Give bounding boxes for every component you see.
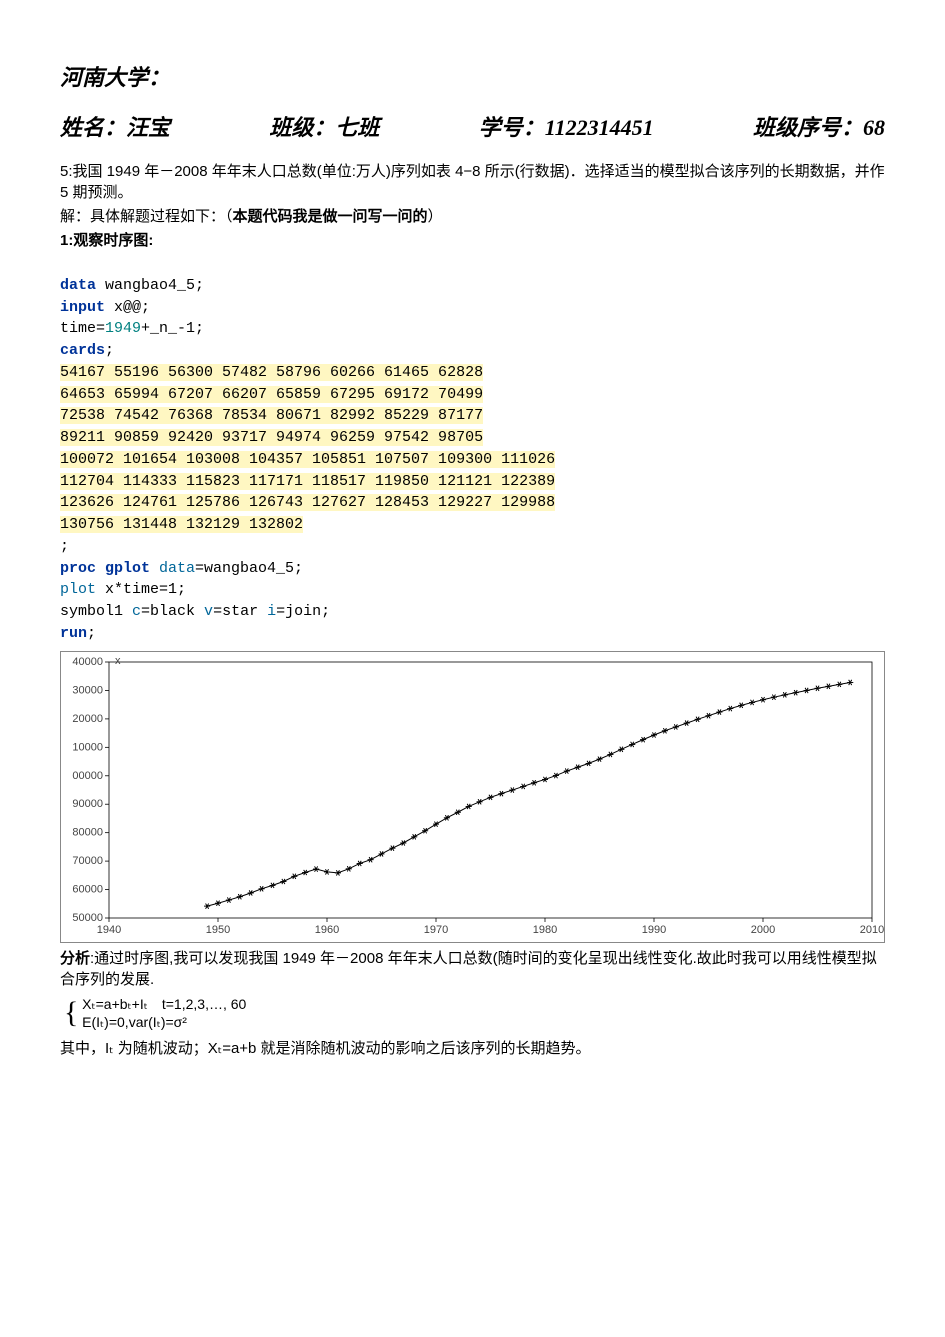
code-text: =star xyxy=(213,603,267,620)
solution-close: ） xyxy=(428,208,443,225)
step1-heading: 1:观察时序图: xyxy=(60,229,885,250)
svg-text:30000: 30000 xyxy=(72,684,103,696)
data-row: 89211 90859 92420 93717 94974 96259 9754… xyxy=(60,429,483,446)
code-text: symbol1 xyxy=(60,603,132,620)
model-line1: Xₜ=a+bₜ+Iₜ t=1,2,3,…, 60 xyxy=(82,996,246,1012)
data-row: 100072 101654 103008 104357 105851 10750… xyxy=(60,451,555,468)
seq-label: 班级序号： xyxy=(753,115,863,140)
svg-text:2010: 2010 xyxy=(860,924,884,936)
class-value: 七班 xyxy=(335,115,379,140)
code-text: +_n_-1; xyxy=(141,320,204,337)
svg-text:70000: 70000 xyxy=(72,855,103,867)
name-label: 姓名： xyxy=(60,115,126,140)
svg-text:60000: 60000 xyxy=(72,883,103,895)
svg-text:00000: 00000 xyxy=(72,769,103,781)
svg-text:1940: 1940 xyxy=(97,924,121,936)
seq-field: 班级序号：68 xyxy=(753,110,885,142)
code-text: =join; xyxy=(276,603,330,620)
svg-text:1960: 1960 xyxy=(315,924,339,936)
code-text: =wangbao4_5; xyxy=(195,560,303,577)
class-field: 班级：七班 xyxy=(269,110,379,142)
kw-proc-gplot: proc gplot xyxy=(60,560,150,577)
solution-note: 本题代码我是做一问写一问的 xyxy=(233,208,428,225)
kw-input: input xyxy=(60,299,105,316)
model-line2: E(Iₜ)=0,var(Iₜ)=σ² xyxy=(82,1014,187,1030)
code-text: ; xyxy=(87,625,96,642)
code-number: 1949 xyxy=(105,320,141,337)
svg-text:1980: 1980 xyxy=(533,924,557,936)
code-text: x@@; xyxy=(105,299,150,316)
opt-v: v xyxy=(204,603,213,620)
model-equations: { Xₜ=a+bₜ+Iₜ t=1,2,3,…, 60 E(Iₜ)=0,var(I… xyxy=(64,995,885,1031)
student-info-row: 姓名：汪宝 班级：七班 学号：1122314451 班级序号：68 xyxy=(60,110,885,142)
svg-text:1970: 1970 xyxy=(424,924,448,936)
kw-data: data xyxy=(60,277,96,294)
sas-code-block: data wangbao4_5; input x@@; time=1949+_n… xyxy=(60,253,885,645)
svg-text:20000: 20000 xyxy=(72,712,103,724)
code-text: wangbao4_5; xyxy=(96,277,204,294)
name-value: 汪宝 xyxy=(126,115,170,140)
data-row: 64653 65994 67207 66207 65859 67295 6917… xyxy=(60,386,483,403)
brace-icon: { xyxy=(64,996,78,1029)
id-value: 1122314451 xyxy=(545,115,654,140)
code-text: time= xyxy=(60,320,105,337)
problem-statement: 5:我国 1949 年－2008 年年末人口总数(单位:万人)序列如表 4−8 … xyxy=(60,160,885,202)
seq-value: 68 xyxy=(863,115,885,140)
data-row: 112704 114333 115823 117171 118517 11985… xyxy=(60,473,555,490)
kw-cards: cards xyxy=(60,342,105,359)
svg-text:x: x xyxy=(115,655,121,667)
solution-label: 解：具体解题过程如下：（ xyxy=(60,208,233,225)
university-name: 河南大学： xyxy=(60,60,885,92)
svg-text:2000: 2000 xyxy=(751,924,775,936)
svg-text:80000: 80000 xyxy=(72,826,103,838)
svg-text:50000: 50000 xyxy=(72,912,103,924)
svg-text:10000: 10000 xyxy=(72,741,103,753)
opt-plot: plot xyxy=(60,581,96,598)
solution-intro: 解：具体解题过程如下：（本题代码我是做一问写一问的） xyxy=(60,205,885,226)
footer-explanation: 其中，Iₜ 为随机波动；Xₜ=a+b 就是消除随机波动的影响之后该序列的长期趋势… xyxy=(60,1037,885,1058)
opt-c: c xyxy=(132,603,141,620)
analysis-label: 分析 xyxy=(60,950,90,967)
svg-text:1950: 1950 xyxy=(206,924,230,936)
id-label: 学号： xyxy=(479,115,545,140)
code-text: =black xyxy=(141,603,204,620)
student-id-field: 学号：1122314451 xyxy=(479,110,654,142)
svg-text:1990: 1990 xyxy=(642,924,666,936)
data-row: 72538 74542 76368 78534 80671 82992 8522… xyxy=(60,407,483,424)
class-label: 班级： xyxy=(269,115,335,140)
opt-i: i xyxy=(267,603,276,620)
data-row: 130756 131448 132129 132802 xyxy=(60,516,303,533)
analysis-text: :通过时序图,我可以发现我国 1949 年－2008 年年末人口总数(随时间的变… xyxy=(60,950,877,988)
code-text: ; xyxy=(105,342,114,359)
data-row: 54167 55196 56300 57482 58796 60266 6146… xyxy=(60,364,483,381)
opt-data: data xyxy=(150,560,195,577)
kw-run: run xyxy=(60,625,87,642)
code-text: ; xyxy=(60,538,69,555)
svg-text:90000: 90000 xyxy=(72,798,103,810)
code-text: x*time=1; xyxy=(96,581,186,598)
time-series-chart: x 50000 60000 70000 80000 90000 00000 10000 2000… xyxy=(60,651,885,943)
analysis-paragraph: 分析:通过时序图,我可以发现我国 1949 年－2008 年年末人口总数(随时间… xyxy=(60,947,885,989)
chart-svg: x 50000 60000 70000 80000 90000 00000 10000 2000… xyxy=(61,652,884,942)
data-row: 123626 124761 125786 126743 127627 12845… xyxy=(60,494,555,511)
svg-text:40000: 40000 xyxy=(72,656,103,668)
name-field: 姓名：汪宝 xyxy=(60,110,170,142)
